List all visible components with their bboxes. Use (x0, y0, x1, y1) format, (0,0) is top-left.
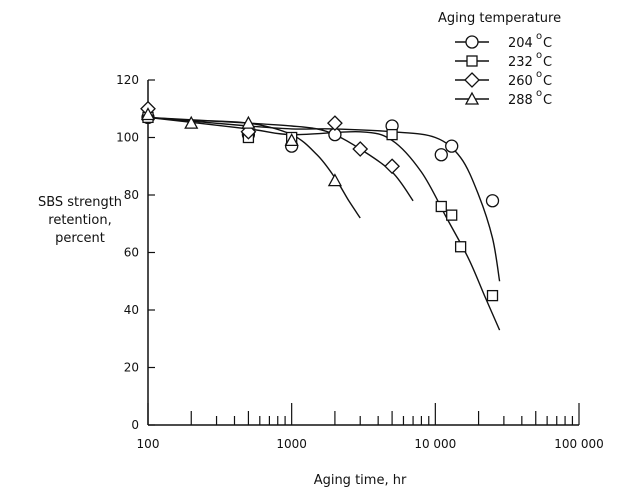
y-tick-label: 100 (116, 131, 139, 145)
point-triangle (327, 173, 343, 187)
curve-square (147, 116, 501, 331)
point-circle (485, 194, 500, 208)
x-tick-label: 10 000 (414, 437, 456, 451)
legend-label-unit: C (543, 55, 552, 70)
legend-label-degree: o (536, 31, 542, 42)
point-square (454, 241, 467, 253)
legend-marker-square (466, 55, 478, 67)
legend-item: 204 o C (455, 31, 552, 51)
point-circle (445, 139, 459, 153)
point-diamond (326, 115, 343, 132)
legend-marker-diamond (464, 72, 480, 88)
y-tick-label: 120 (116, 73, 139, 87)
legend-item: 260 o C (455, 69, 552, 89)
y-ticks: 0 20 40 60 80 100 120 (116, 73, 155, 432)
legend-marker-circle (465, 35, 479, 49)
legend-item: 288 o C (455, 88, 552, 108)
curve-triangle (147, 116, 361, 219)
point-triangle (241, 115, 256, 129)
y-tick-label: 0 (131, 418, 139, 432)
legend-title: Aging temperature (438, 11, 561, 26)
point-triangle (184, 115, 199, 129)
x-axis-label: Aging time, hr (314, 473, 407, 488)
y-axis-label-line-2: retention, (48, 213, 111, 228)
legend-marker-triangle (464, 91, 480, 105)
point-diamond (352, 141, 369, 157)
y-tick-label: 80 (124, 188, 139, 202)
legend-item: 232 o C (455, 50, 552, 70)
x-tick-label: 100 (137, 437, 160, 451)
point-square (486, 289, 499, 302)
point-triangle (140, 107, 156, 121)
legend-label-degree: o (536, 88, 542, 99)
legend-label-unit: C (543, 93, 552, 108)
y-axis-label-line-1: SBS strength (38, 195, 122, 210)
point-circle (434, 148, 448, 162)
y-axis-label-line-3: percent (55, 231, 105, 246)
legend-label-value: 204 (508, 36, 533, 51)
legend-label-value: 288 (508, 93, 533, 108)
legend-label-unit: C (543, 36, 552, 51)
point-square (446, 209, 458, 221)
point-triangle (284, 133, 299, 147)
legend-label-value: 232 (508, 55, 533, 70)
legend-label-unit: C (543, 74, 552, 89)
x-tick-label: 1000 (276, 437, 307, 451)
y-tick-label: 20 (124, 361, 139, 375)
legend-label-degree: o (536, 69, 542, 80)
point-square (435, 200, 447, 213)
legend-label-value: 260 (508, 74, 533, 89)
legend-label-degree: o (536, 50, 542, 61)
data-points (140, 100, 500, 302)
curve-circle (147, 116, 501, 282)
point-diamond (384, 158, 401, 175)
x-tick-label: 100 000 (554, 437, 604, 451)
y-tick-label: 40 (124, 303, 139, 317)
point-square (386, 128, 398, 141)
x-ticks: 100 1000 10 000 100 000 (137, 403, 604, 451)
y-tick-label: 60 (124, 246, 139, 260)
